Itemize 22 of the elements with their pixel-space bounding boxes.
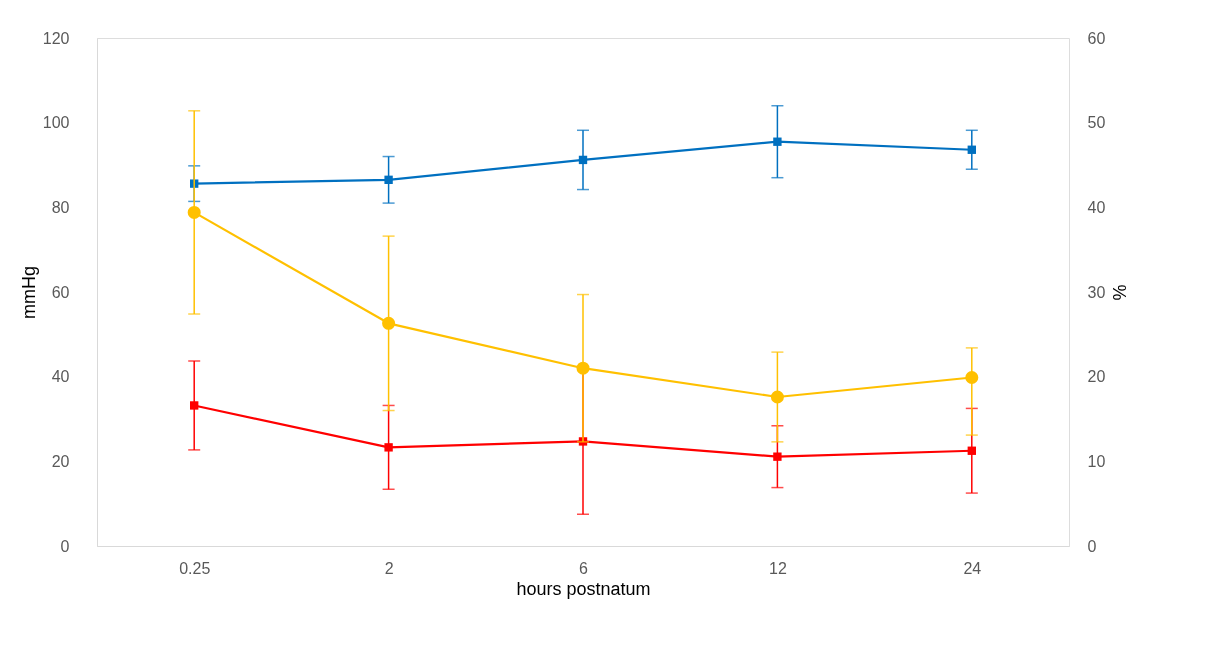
- y2-tick-label: 30: [1087, 283, 1106, 301]
- y2-tick-label: 50: [1087, 114, 1106, 132]
- x-tick-label: 0.25: [179, 559, 211, 577]
- y-tick-label: 20: [51, 452, 70, 470]
- x-tick-label: 24: [963, 559, 982, 577]
- y-tick-label: 100: [42, 114, 70, 132]
- x-tick-label: 12: [769, 559, 787, 577]
- y2-tick-label: 20: [1087, 368, 1106, 386]
- x-tick-label: 6: [579, 559, 589, 577]
- y-tick-label: 120: [42, 29, 70, 47]
- y2-tick-label: 10: [1087, 452, 1106, 470]
- y-axis-title: mmHg: [18, 266, 39, 319]
- y-tick-label: 0: [60, 537, 70, 555]
- y2-axis-title: %: [1109, 284, 1130, 301]
- y2-tick-label: 0: [1087, 537, 1097, 555]
- y-tick-label: 60: [51, 283, 70, 301]
- x-tick-label: 2: [384, 559, 394, 577]
- y-tick-label: 80: [51, 198, 70, 216]
- y2-tick-label: 60: [1087, 29, 1106, 47]
- y-tick-label: 40: [51, 368, 70, 386]
- y2-tick-label: 40: [1087, 198, 1106, 216]
- x-axis-title: hours postnatum: [516, 578, 651, 599]
